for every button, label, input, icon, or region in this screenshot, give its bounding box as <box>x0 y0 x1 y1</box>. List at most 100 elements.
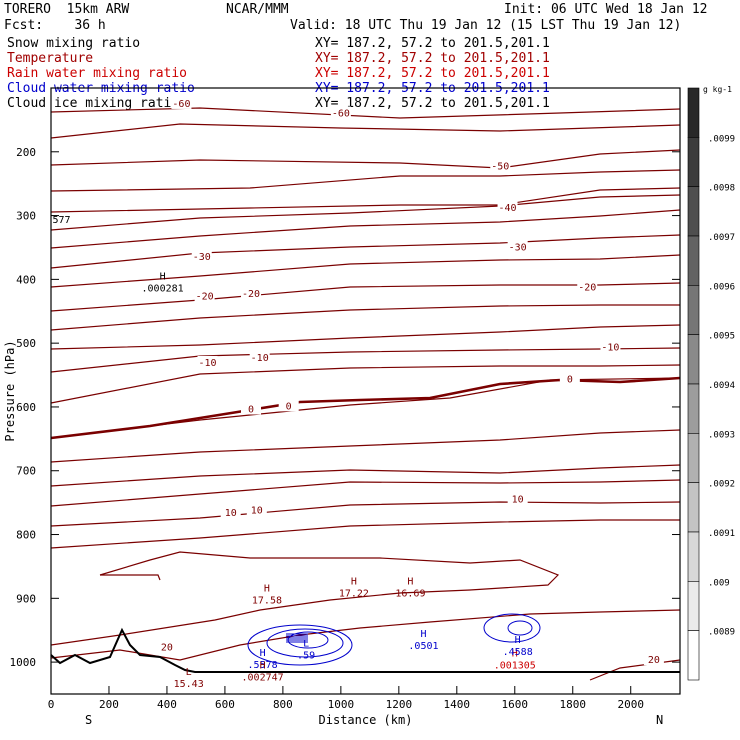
contour-label: -10 <box>601 343 619 354</box>
colorbar-cell <box>687 630 700 681</box>
isotherm-line <box>50 107 681 119</box>
terrain-profile <box>50 627 680 673</box>
extremum-value: .000281 <box>142 284 184 295</box>
extrema-labels: H.000281H17.58H17.22H16.69H.0501H.5578L.… <box>142 272 536 690</box>
field-xy-temperature: XY= 187.2, 57.2 to 201.5,201.1 <box>315 51 550 66</box>
contour-label: 20 <box>648 655 660 666</box>
colorbar-unit: g kg-1 <box>703 85 732 94</box>
isotherm-line <box>50 194 681 231</box>
contour-label: -60 <box>332 109 350 120</box>
colorbar-cell <box>687 581 700 631</box>
y-tick-label: 200 <box>16 146 36 159</box>
contour-label-bg <box>156 640 177 653</box>
isotherm-line <box>50 551 560 646</box>
y-tick-label: 900 <box>16 592 36 605</box>
x-tick-label: 800 <box>273 698 293 711</box>
contour-label: -20 <box>196 292 214 303</box>
extremum-marker: H <box>420 629 426 640</box>
colorbar-cell <box>687 137 700 187</box>
x-tick-label: 400 <box>157 698 177 711</box>
colorbar-cell <box>687 482 700 533</box>
extremum-value: .0501 <box>408 641 438 652</box>
colorbar-cell <box>687 334 700 385</box>
y-tick-label: 800 <box>16 529 36 542</box>
contour-label: -50 <box>491 161 509 172</box>
isotherm-line <box>50 377 681 439</box>
extremum-value: 15.43 <box>174 679 204 690</box>
x-tick-label: 1800 <box>560 698 587 711</box>
isotherm-line <box>50 501 681 527</box>
colorbar-label: .0093 <box>708 430 735 440</box>
cloud-water-contour <box>483 613 541 643</box>
extremum-value: 17.22 <box>339 588 369 599</box>
colorbar-label: .0091 <box>708 529 735 539</box>
contour-label: -20 <box>578 283 596 294</box>
isotherm-line <box>50 209 681 249</box>
isotherm-line <box>50 519 680 549</box>
extremum-marker: H <box>512 649 518 660</box>
isotherm-line <box>50 282 681 312</box>
field-xy-snow: XY= 187.2, 57.2 to 201.5,201.1 <box>315 36 550 51</box>
cloud-water-contours <box>247 613 541 666</box>
isotherm-line <box>100 574 161 581</box>
isotherm-line <box>50 364 681 404</box>
isotherm-line <box>50 609 681 661</box>
colorbar-label: .0096 <box>708 282 735 292</box>
y-axis-label: Pressure (hPa) <box>3 340 17 441</box>
extremum-value: .59 <box>297 650 315 661</box>
contour-label: 0 <box>567 375 573 386</box>
contour-label-bg <box>194 289 215 302</box>
x-tick-label: 0 <box>48 698 55 711</box>
colorbar-cell <box>687 285 700 335</box>
plot-frame <box>50 87 681 695</box>
extremum-marker: H <box>260 648 266 659</box>
extremum-marker: H <box>160 272 166 283</box>
colorbar-label: .0098 <box>708 184 735 194</box>
contour-label: 0 <box>286 401 292 412</box>
north-label: N <box>656 713 663 727</box>
colorbar-cell <box>687 531 700 582</box>
valid-time: Valid: 18 UTC Thu 19 Jan 12 (15 LST Thu … <box>290 18 682 33</box>
x-tick-label: 1000 <box>328 698 355 711</box>
y-tick-label: 600 <box>16 401 36 414</box>
extremum-value: .002747 <box>242 673 284 684</box>
contour-label-bg <box>507 240 528 253</box>
field-xy-rain: XY= 187.2, 57.2 to 201.5,201.1 <box>315 66 550 81</box>
contour-label-bg <box>577 280 598 293</box>
x-tick-label: 1600 <box>502 698 529 711</box>
field-xy-cloud-ice: XY= 187.2, 57.2 to 201.5,201.1 <box>315 96 550 111</box>
cloud-water-contour <box>507 620 533 636</box>
contour-label: -30 <box>509 242 527 253</box>
y-tick-label: 700 <box>16 465 36 478</box>
isotherm-line <box>50 347 681 373</box>
extremum-value: 16.69 <box>395 588 425 599</box>
y-tick-label: 500 <box>16 337 36 350</box>
contour-label-bg <box>490 159 511 172</box>
colorbar-cell <box>687 186 700 237</box>
contour-label-bg <box>197 355 218 368</box>
contour-label: -20 <box>242 289 260 300</box>
colorbar-cell <box>687 383 700 434</box>
isotherm-line <box>50 304 680 331</box>
contour-label-bg <box>171 96 192 109</box>
isotherm-line <box>50 464 681 487</box>
colorbar: .0099 .0098 .0097 .0096 .0095 .0094 .0093 .0092… <box>687 85 735 681</box>
contour-label: -40 <box>499 203 517 214</box>
x-tick-label: 1400 <box>444 698 471 711</box>
extremum-value: .4588 <box>503 647 533 658</box>
extremum-value: .5578 <box>248 660 278 671</box>
extremum-marker: H <box>260 661 266 672</box>
contour-label-bg <box>249 350 270 363</box>
colorbar-label: .0092 <box>708 480 735 490</box>
isotherm-line <box>50 429 681 463</box>
extremum-value: .001305 <box>494 661 536 672</box>
center-label: NCAR/MMM <box>226 2 289 17</box>
terrain-line <box>50 627 680 673</box>
colorbar-label: .0094 <box>708 381 735 391</box>
contour-label-bg <box>246 503 267 516</box>
contour-label: -10 <box>251 353 269 364</box>
extremum-marker: H <box>407 576 413 587</box>
contour-label: -10 <box>198 358 216 369</box>
edge-label: 577 <box>52 215 70 226</box>
extremum-marker: L <box>186 667 192 678</box>
